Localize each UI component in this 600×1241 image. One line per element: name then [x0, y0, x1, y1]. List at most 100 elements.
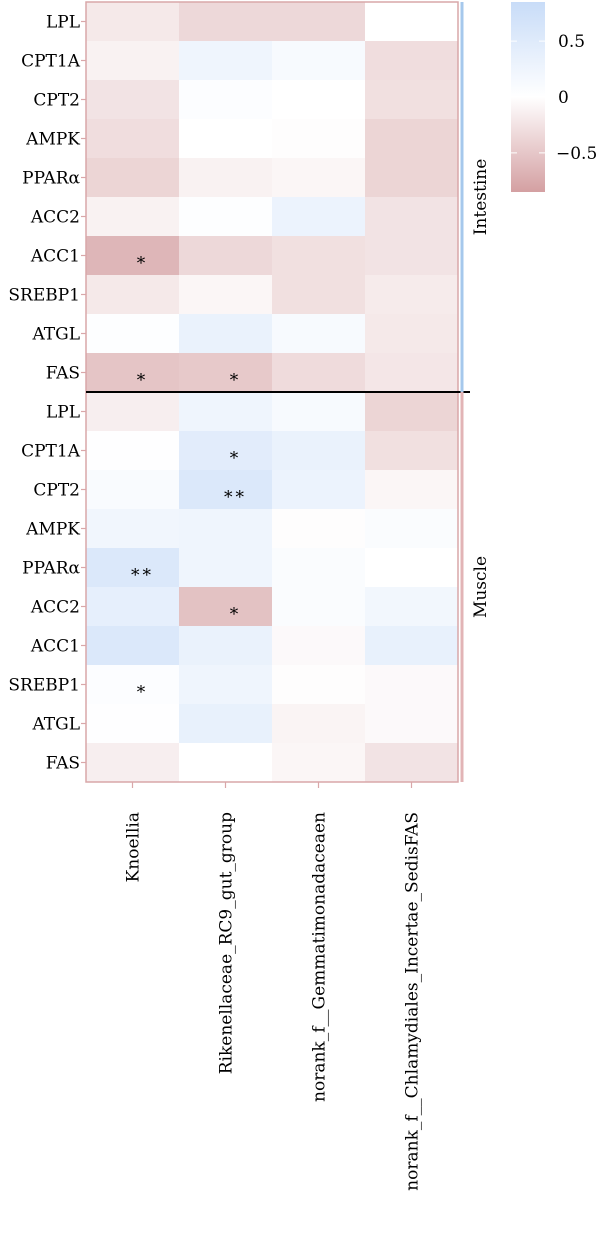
- row-label: LPL: [46, 13, 80, 33]
- heatmap-cell: [365, 275, 459, 315]
- heatmap-cell: [179, 431, 273, 471]
- heatmap-cell: [272, 431, 366, 471]
- row-label: FAS: [46, 364, 80, 384]
- heatmap-frame: [85, 1, 470, 783]
- heatmap-cell: [179, 80, 273, 120]
- significance-star: *: [137, 371, 149, 391]
- heatmap-cell: [86, 236, 180, 276]
- heatmap-cell: [272, 197, 366, 237]
- row-label: AMPK: [25, 520, 80, 540]
- significance-star: *: [230, 605, 242, 625]
- significance-star: *: [137, 683, 149, 703]
- row-label: CPT1A: [21, 52, 81, 72]
- heatmap-cell: [86, 704, 180, 744]
- row-label: ATGL: [31, 325, 80, 345]
- heatmap-cell: [86, 275, 180, 315]
- heatmap-cell: [86, 431, 180, 471]
- heatmap-cell: [272, 353, 366, 393]
- heatmap-cell: [179, 2, 273, 42]
- heatmap-cell: [86, 158, 180, 198]
- heatmap-cell: [86, 665, 180, 705]
- heatmap-cell: [365, 509, 459, 549]
- row-label: ACC2: [30, 208, 80, 228]
- heatmap-cell: [86, 548, 180, 588]
- heatmap-cell: [179, 392, 273, 432]
- heatmap-cell: [272, 236, 366, 276]
- heatmap-cell: [272, 314, 366, 354]
- heatmap-cell: [365, 470, 459, 510]
- group-label: Muscle: [471, 556, 491, 618]
- heatmap-cell: [86, 197, 180, 237]
- colorbar-tick-label: 0.5: [558, 32, 585, 52]
- colorbar-tick-label: −0.5: [556, 144, 597, 164]
- significance-star: *: [137, 254, 149, 274]
- heatmap-cell: [365, 353, 459, 393]
- heatmap-cell: [179, 509, 273, 549]
- heatmap-cell: [86, 353, 180, 393]
- heatmap-cell: [179, 41, 273, 81]
- heatmap-cell: [86, 314, 180, 354]
- row-label: ACC1: [30, 637, 80, 657]
- column-label: norank_f__Chlamydiales_Incertae_SedisFAS: [403, 812, 423, 1191]
- heatmap-cell: [272, 392, 366, 432]
- heatmap-cell: [179, 353, 273, 393]
- heatmap-cell: [272, 704, 366, 744]
- heatmap-cell: [179, 119, 273, 159]
- row-label: ACC2: [30, 598, 80, 618]
- heatmap-cell: [365, 431, 459, 471]
- heatmap-cell: [179, 158, 273, 198]
- row-label: ATGL: [31, 715, 80, 735]
- heatmap-cell: [179, 470, 273, 510]
- row-label: ACC1: [30, 247, 80, 267]
- column-labels: Knoellia Rikenellaceae_RC9_gut_group noran…: [124, 782, 423, 1191]
- row-label: FAS: [46, 754, 80, 774]
- row-label: LPL: [46, 403, 80, 423]
- heatmap-cell: [272, 80, 366, 120]
- row-label: CPT1A: [21, 442, 81, 462]
- heatmap-cell: [272, 158, 366, 198]
- row-label: CPT2: [33, 481, 80, 501]
- row-label: AMPK: [25, 130, 80, 150]
- heatmap-cell: [365, 314, 459, 354]
- row-label: CPT2: [33, 91, 80, 111]
- heatmap-cell: [365, 548, 459, 588]
- row-label: PPARα: [22, 559, 80, 579]
- heatmap-cell: [86, 119, 180, 159]
- heatmap-cell: [272, 626, 366, 666]
- heatmap-cell: [272, 665, 366, 705]
- colorbar-legend: 0.5 0 −0.5: [511, 2, 597, 192]
- heatmap-cell: [365, 392, 459, 432]
- heatmap-cell: [272, 41, 366, 81]
- colorbar-tick-label: 0: [558, 88, 569, 108]
- heatmap-cells: [86, 2, 459, 783]
- heatmap-cell: [365, 665, 459, 705]
- group-annotations: Intestine Muscle: [460, 2, 491, 782]
- significance-markers: ** ********: [131, 254, 247, 703]
- heatmap-cell: [179, 314, 273, 354]
- row-label: SREBP1: [8, 676, 80, 696]
- heatmap-cell: [365, 704, 459, 744]
- heatmap-cell: [272, 587, 366, 627]
- heatmap-cell: [179, 704, 273, 744]
- row-label: SREBP1: [8, 286, 80, 306]
- heatmap-cell: [86, 392, 180, 432]
- heatmap-cell: [86, 509, 180, 549]
- significance-star: **: [224, 488, 247, 508]
- heatmap-cell: [179, 743, 273, 783]
- heatmap-cell: [365, 2, 459, 42]
- significance-star: *: [230, 449, 242, 469]
- heatmap-cell: [272, 2, 366, 42]
- heatmap-cell: [365, 587, 459, 627]
- heatmap-cell: [272, 119, 366, 159]
- heatmap-cell: [365, 158, 459, 198]
- heatmap-cell: [179, 587, 273, 627]
- heatmap-cell: [272, 548, 366, 588]
- heatmap-cell: [365, 626, 459, 666]
- heatmap-cell: [365, 197, 459, 237]
- heatmap-cell: [179, 197, 273, 237]
- column-label: Rikenellaceae_RC9_gut_group: [217, 812, 237, 1074]
- heatmap-cell: [272, 509, 366, 549]
- heatmap-cell: [86, 80, 180, 120]
- heatmap-cell: [179, 665, 273, 705]
